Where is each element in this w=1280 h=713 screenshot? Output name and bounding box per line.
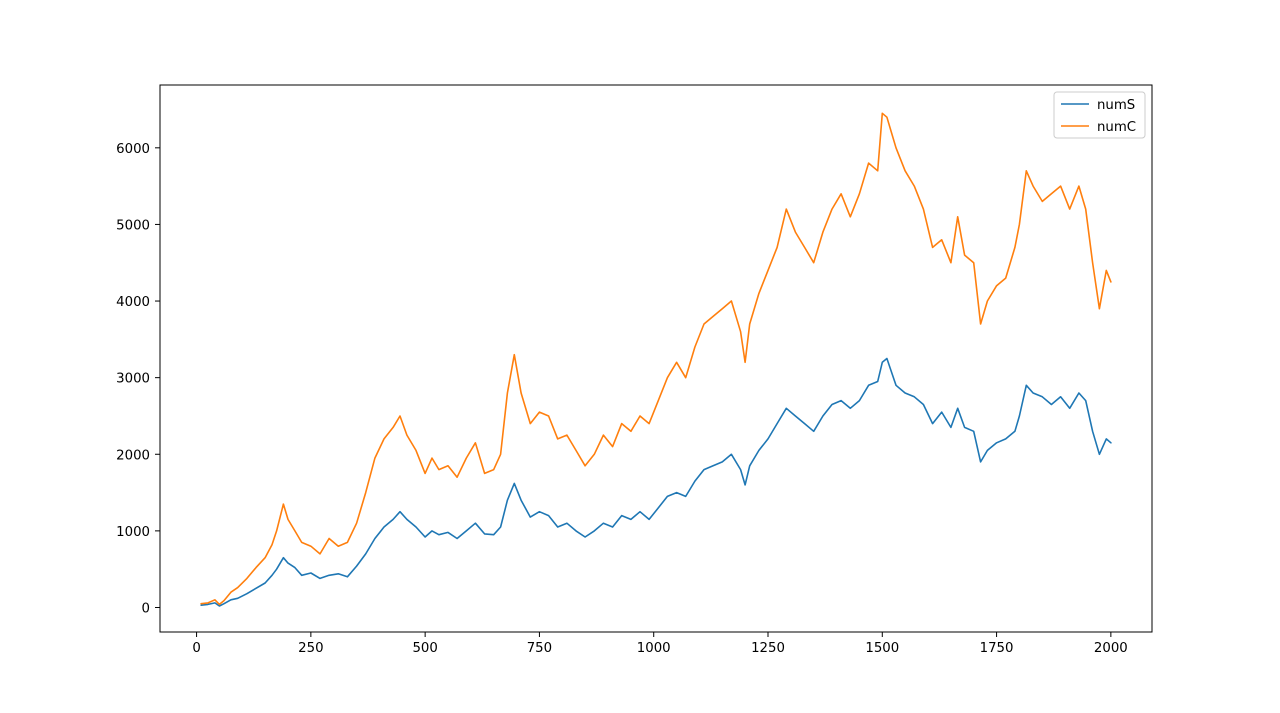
plot-frame — [159, 84, 1153, 633]
y-tick-label: 0 — [142, 601, 150, 616]
y-tick-label: 3000 — [116, 372, 150, 387]
legend-label-nums: numS — [1097, 98, 1135, 113]
plot-area-background — [160, 85, 1152, 632]
x-axis: 0 250 500 750 1000 1250 1500 1750 2000 — [192, 632, 1128, 656]
x-tick-label: 1750 — [980, 641, 1014, 656]
y-tick-label: 5000 — [116, 218, 150, 233]
series-layer — [200, 112, 1112, 607]
y-tick-label: 2000 — [116, 448, 150, 463]
x-tick-label: 500 — [412, 641, 437, 656]
x-tick-label: 1500 — [865, 641, 899, 656]
legend-label-numc: numC — [1097, 120, 1136, 135]
y-tick-label: 4000 — [116, 295, 150, 310]
series-line-nums — [200, 357, 1112, 607]
x-tick-label: 250 — [298, 641, 323, 656]
x-tick-label: 1000 — [637, 641, 671, 656]
y-tick-label: 6000 — [116, 142, 150, 157]
y-axis: 0 1000 2000 3000 4000 5000 6000 — [116, 142, 160, 616]
x-tick-label: 2000 — [1094, 641, 1128, 656]
x-tick-label: 750 — [527, 641, 552, 656]
series-line-numc — [200, 112, 1112, 606]
x-tick-label: 1250 — [751, 641, 785, 656]
y-tick-label: 1000 — [116, 525, 150, 540]
legend: numS numC — [1053, 91, 1146, 139]
x-tick-label: 0 — [192, 641, 200, 656]
